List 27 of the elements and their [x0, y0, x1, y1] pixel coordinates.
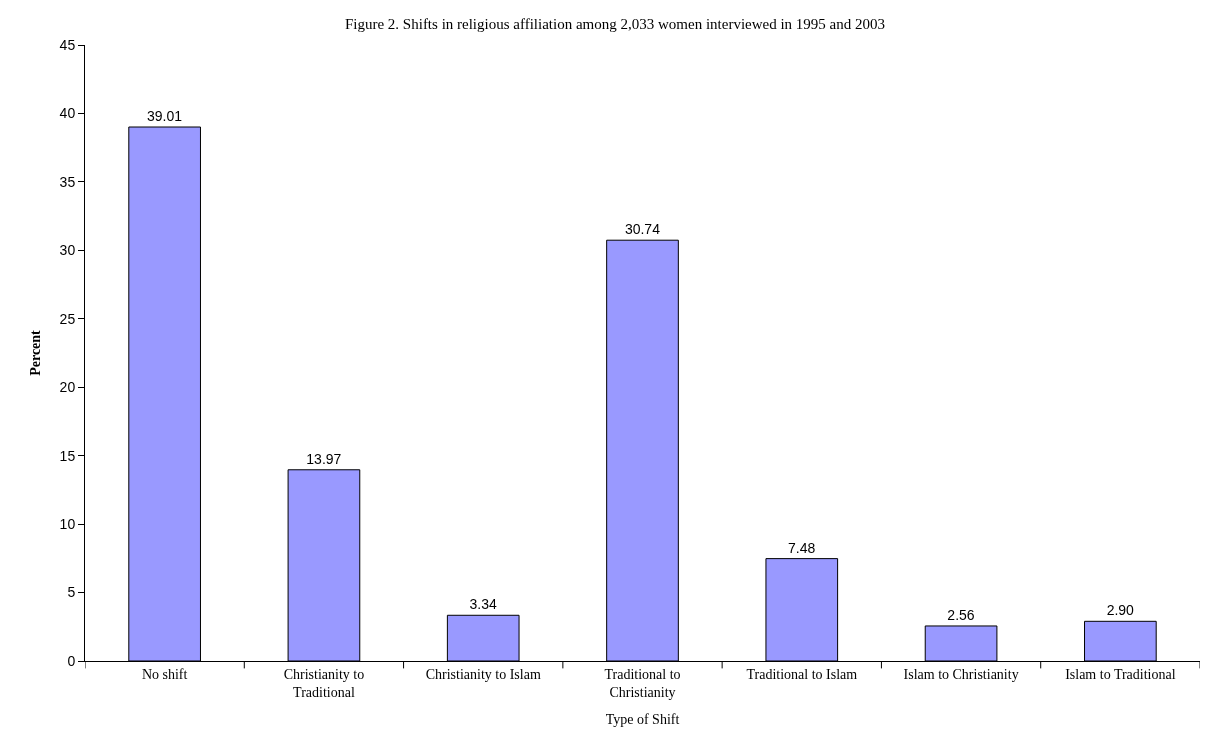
y-tick-label: 35	[59, 173, 76, 190]
data-label: 13.97	[306, 450, 342, 467]
x-tick-label: Christianity to Islam	[425, 666, 541, 682]
y-tick-label: 10	[59, 516, 76, 533]
x-tick-label: Christianity to Traditional	[283, 666, 365, 700]
x-tick-label: Islam to Christianity	[903, 666, 1019, 682]
data-label: 39.01	[147, 108, 183, 124]
y-tick-label: 25	[59, 310, 76, 327]
data-label: 2.56	[947, 606, 975, 623]
x-tick-label: No shift	[141, 666, 188, 682]
y-axis-title: Percent	[28, 329, 44, 376]
x-axis-title: Type of Shift	[605, 712, 680, 728]
y-tick-label: 5	[67, 584, 76, 601]
data-label: 2.90	[1106, 602, 1135, 619]
x-tick-label: Traditional to Christianity	[604, 666, 681, 700]
y-tick-label: 20	[59, 379, 76, 396]
chart-title: Figure 2. Shifts in religious affiliation among 2,033 women interviewed in 1995 and 2003	[344, 16, 886, 33]
data-label: 30.74	[624, 221, 661, 238]
x-tick-label: Traditional to Islam	[746, 666, 858, 682]
x-tick-label: Islam to Traditional	[1065, 666, 1176, 682]
y-tick-label: 40	[59, 105, 76, 122]
y-tick-label: 15	[59, 447, 76, 464]
data-label: 3.34	[469, 596, 497, 613]
y-tick-label: 30	[59, 242, 76, 259]
data-label: 7.48	[788, 539, 816, 556]
y-tick-label: 0	[67, 652, 76, 669]
y-tick-label: 45	[59, 36, 76, 53]
